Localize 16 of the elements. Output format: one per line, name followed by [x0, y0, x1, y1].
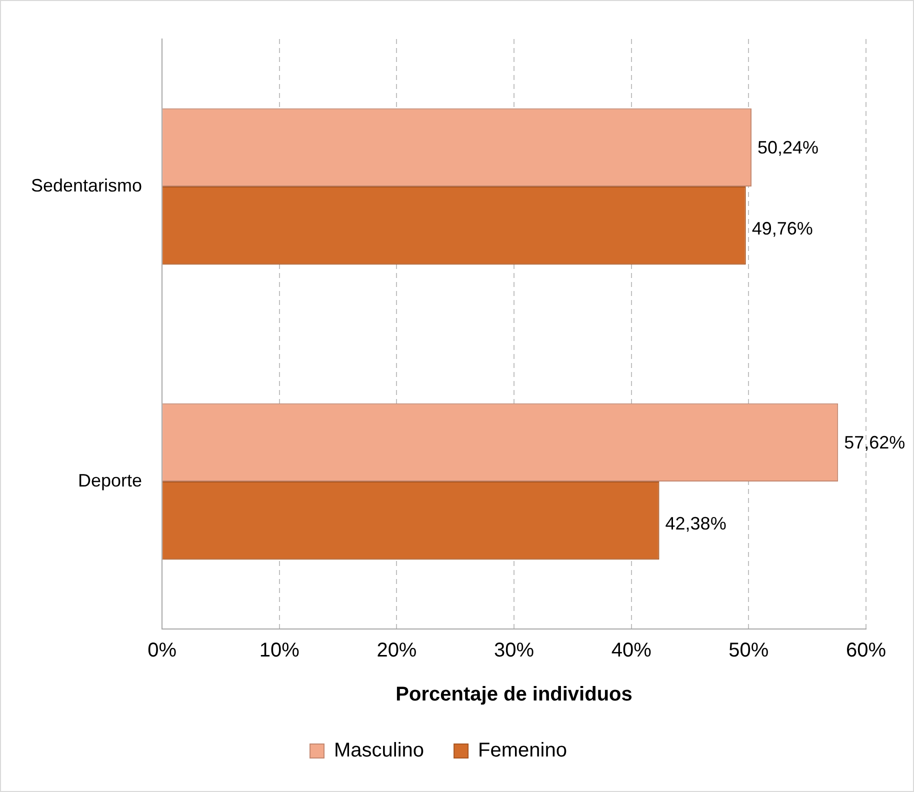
x-tick-label: 0%: [148, 640, 177, 662]
legend-label: Femenino: [478, 740, 567, 762]
x-tick-label: 10%: [259, 640, 300, 662]
legend-label: Masculino: [334, 740, 424, 762]
x-tick-label: 50%: [728, 640, 769, 662]
y-tick-label: Deporte: [78, 470, 142, 490]
x-tick-label: 20%: [376, 640, 417, 662]
data-label: 49,76%: [752, 218, 813, 239]
data-label: 57,62%: [844, 432, 906, 452]
y-tick-label: Sedentarismo: [30, 175, 142, 196]
data-label: 50,24%: [757, 137, 819, 158]
x-tick-label: 30%: [494, 640, 534, 662]
x-tick-label: 60%: [846, 640, 886, 662]
x-tick-label: 40%: [611, 640, 652, 662]
data-label: 42,38%: [665, 514, 726, 534]
x-axis-title: Porcentaje de individuos: [396, 684, 632, 706]
